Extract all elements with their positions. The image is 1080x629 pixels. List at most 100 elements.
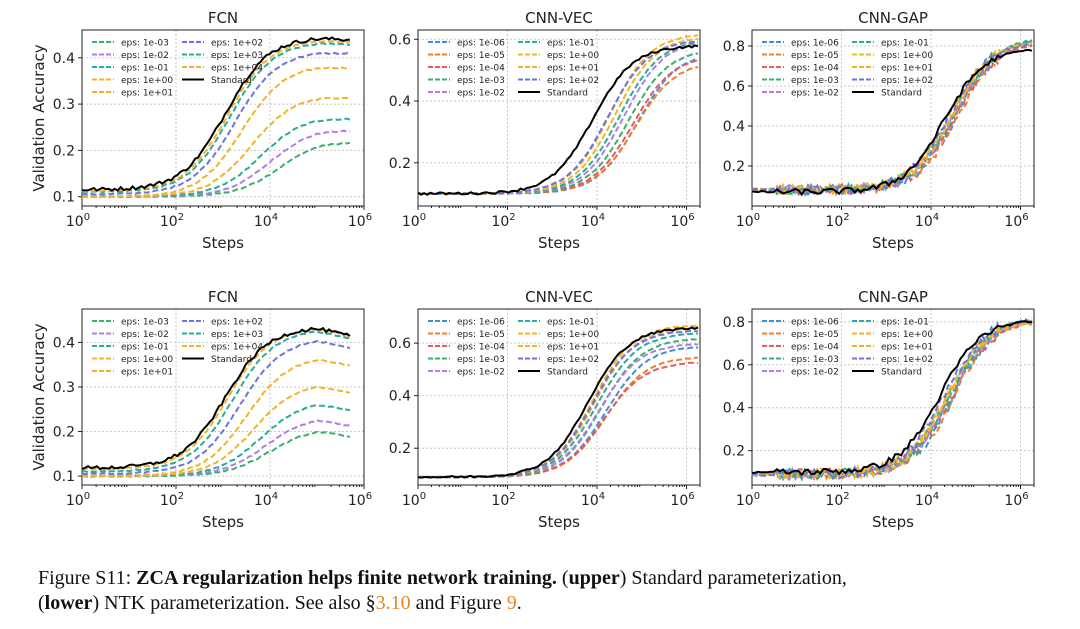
legend-label: eps: 1e-06: [791, 318, 839, 328]
legend-label: eps: 1e-01: [547, 318, 595, 328]
legend-label: eps: 1e-03: [791, 355, 839, 365]
legend-label: eps: 1e+01: [121, 368, 173, 378]
y-tick-label: 0.1: [53, 469, 75, 485]
x-tick-label: 102: [160, 491, 184, 509]
legend-label: eps: 1e-05: [791, 330, 839, 340]
series-line-eps-1e-01: [751, 319, 1033, 481]
legend-label: eps: 1e+00: [121, 355, 173, 365]
legend-label: eps: 1e+00: [121, 76, 173, 86]
legend: eps: 1e-03 eps: 1e-02 eps: 1e-01 eps: 1e+00…: [92, 39, 263, 99]
x-tick-label: 106: [1004, 491, 1028, 509]
series-line-eps-1e-02: [81, 340, 351, 476]
panel-upper-cnngap: CNN-GAP 0.2 0.4 0.6 0.8 100 102 104 106 Steps eps:…: [723, 9, 1035, 252]
legend: eps: 1e-06 eps: 1e-05 eps: 1e-04 eps: 1e-03…: [428, 318, 599, 378]
x-tick-label: 102: [160, 212, 184, 230]
axes-frame: [751, 29, 1035, 207]
series-line-eps-1e-01: [81, 358, 351, 478]
legend-label: eps: 1e-01: [121, 64, 169, 74]
y-axis-label: Validation Accuracy: [30, 44, 48, 191]
legend-label: eps: 1e-03: [121, 39, 169, 49]
x-tick-label: 104: [915, 491, 939, 509]
legend-label: eps: 1e+02: [881, 355, 933, 365]
x-axis-label: Steps: [202, 513, 244, 531]
y-tick-label: 0.2: [53, 425, 75, 441]
panel-title: CNN-GAP: [858, 288, 928, 306]
caption-title: ZCA regularization helps finite network …: [136, 567, 557, 589]
y-tick-label: 0.6: [389, 32, 411, 48]
x-tick-label: 104: [581, 491, 605, 509]
legend-label: eps: 1e+04: [211, 64, 263, 74]
y-tick-label: 0.2: [723, 159, 745, 175]
series-line-eps-1e-04: [81, 328, 351, 471]
x-tick-label: 106: [1004, 212, 1028, 230]
legend-label: eps: 1e-03: [121, 318, 169, 328]
legend-label: eps: 1e+03: [211, 330, 263, 340]
legend-label: eps: 1e+00: [547, 330, 599, 340]
y-tick-label: 0.4: [389, 94, 411, 110]
x-axis-label: Steps: [538, 234, 580, 252]
legend-label: eps: 1e-01: [121, 343, 169, 353]
x-tick-label: 104: [915, 212, 939, 230]
x-tick-label: 106: [348, 212, 372, 230]
section-ref-link[interactable]: 3.10: [375, 592, 411, 614]
y-axis-label: Validation Accuracy: [30, 323, 48, 470]
x-tick-label: 106: [348, 491, 372, 509]
x-tick-label: 100: [736, 491, 760, 509]
y-tick-label: 0.2: [53, 143, 75, 159]
y-tick-label: 0.4: [723, 401, 745, 417]
caption-label: Figure S11:: [38, 567, 137, 589]
y-tick-label: 0.6: [723, 358, 745, 374]
x-tick-label: 102: [491, 212, 515, 230]
series-group: [81, 326, 351, 478]
legend-label: eps: 1e-05: [791, 51, 839, 61]
figure-ref-link[interactable]: 9: [506, 592, 517, 614]
y-tick-label: 0.6: [723, 79, 745, 95]
y-tick-label: 0.1: [53, 190, 75, 206]
series-group: [81, 36, 351, 199]
x-axis-label: Steps: [872, 513, 914, 531]
legend: eps: 1e-06 eps: 1e-05 eps: 1e-04 eps: 1e-03…: [428, 39, 599, 99]
x-tick-label: 104: [254, 491, 278, 509]
series-group: [417, 33, 699, 196]
series-group: [417, 324, 699, 479]
x-tick-label: 100: [402, 491, 426, 509]
legend-label: eps: 1e-04: [457, 343, 505, 353]
legend-label: eps: 1e-01: [881, 318, 929, 328]
x-tick-label: 106: [670, 212, 694, 230]
legend-label: eps: 1e+01: [547, 343, 599, 353]
series-line-eps-1e-00: [81, 385, 351, 478]
legend-label: Standard: [547, 89, 588, 99]
x-tick-label: 100: [66, 491, 90, 509]
series-line-standard: [81, 326, 351, 471]
x-tick-label: 102: [825, 491, 849, 509]
legend-label: eps: 1e+02: [881, 76, 933, 86]
x-tick-label: 102: [491, 491, 515, 509]
legend-label: eps: 1e-05: [457, 51, 505, 61]
panel-lower-cnnvec: CNN-VEC 0.2 0.4 0.6 100 102 104 106 Steps eps: 1e…: [389, 288, 701, 531]
legend-label: eps: 1e-04: [791, 343, 839, 353]
axes-frame: [81, 29, 365, 207]
legend-label: eps: 1e-01: [881, 39, 929, 49]
legend-label: Standard: [211, 355, 252, 365]
series-line-standard: [417, 326, 699, 479]
axes-frame: [417, 308, 701, 486]
series-line-eps-1e-02: [81, 51, 351, 196]
y-tick-label: 0.8: [723, 315, 745, 331]
y-tick-label: 0.2: [723, 444, 745, 460]
panel-title: CNN-VEC: [525, 288, 593, 306]
series-line-eps-1e-03: [81, 330, 350, 474]
legend-label: eps: 1e+00: [547, 51, 599, 61]
y-tick-label: 0.4: [53, 51, 75, 67]
legend-label: eps: 1e-05: [457, 330, 505, 340]
legend-label: eps: 1e-06: [791, 39, 839, 49]
series-line-eps-1e-00: [81, 96, 351, 199]
axes-frame: [417, 29, 701, 207]
series-line-standard: [751, 320, 1033, 477]
legend: eps: 1e-06 eps: 1e-05 eps: 1e-04 eps: 1e-03…: [762, 39, 933, 99]
y-tick-label: 0.3: [53, 97, 75, 113]
legend-label: eps: 1e+02: [211, 318, 263, 328]
legend-label: eps: 1e+04: [211, 343, 263, 353]
legend-label: eps: 1e+00: [881, 330, 933, 340]
legend-label: eps: 1e+00: [881, 51, 933, 61]
x-tick-label: 104: [254, 212, 278, 230]
